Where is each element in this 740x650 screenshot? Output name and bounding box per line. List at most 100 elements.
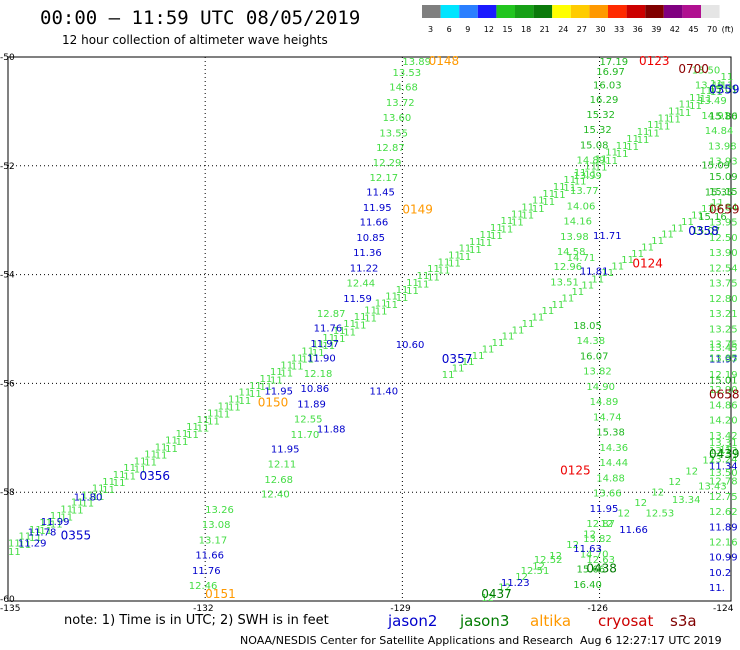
- track-value: 11: [500, 224, 513, 235]
- wave-height-value: 11.80: [74, 492, 103, 503]
- track-value: 12: [685, 466, 698, 477]
- wave-height-value: 11.22: [350, 263, 379, 274]
- wave-height-value: 15.09: [709, 172, 738, 183]
- colorbar-label: 9: [465, 25, 470, 34]
- track-value: 11: [92, 492, 105, 503]
- track-value: 12: [719, 445, 732, 456]
- wave-height-value: 17.19: [600, 57, 629, 68]
- wave-height-value: 14.88: [596, 473, 625, 484]
- wave-height-value: 11.71: [593, 231, 622, 242]
- wave-height-value: 11.: [709, 583, 725, 594]
- track-value: 11: [561, 293, 574, 304]
- track-value: 11: [502, 332, 515, 343]
- wave-height-value: 14.68: [389, 83, 418, 94]
- track-value: 11: [641, 242, 654, 253]
- track-value: 11: [626, 134, 639, 145]
- track-value: 11: [165, 444, 178, 455]
- wave-height-value: 12.16: [709, 538, 738, 549]
- legend-item: jason3: [459, 612, 509, 630]
- track-value: 11: [207, 416, 220, 427]
- wave-height-value: 12.75: [709, 492, 738, 503]
- colorbar-swatch: [701, 5, 720, 18]
- track-value: 11: [259, 382, 272, 393]
- track-value: 11: [438, 257, 451, 268]
- track-value: 11: [81, 491, 94, 502]
- track-value: 11: [701, 204, 714, 215]
- track-value: 11: [280, 368, 293, 379]
- track-value: 11: [396, 293, 409, 304]
- track-value: 11: [39, 518, 52, 529]
- wave-height-value: 10.99: [709, 553, 738, 564]
- track-value: 11: [259, 374, 272, 385]
- wave-height-value: 11.95: [264, 386, 293, 397]
- wave-height-value: 14.36: [600, 443, 629, 454]
- wave-height-value: 13.85: [709, 354, 738, 365]
- track-value: 11: [542, 306, 555, 317]
- track-value: 11: [228, 395, 241, 406]
- track-value: 11: [689, 93, 702, 104]
- track-value: 11: [700, 86, 713, 97]
- track-value: 11: [605, 156, 618, 167]
- colorbar-swatch: [663, 5, 683, 18]
- wave-height-value: 13.49: [698, 96, 727, 107]
- wave-height-value: 13.43: [698, 481, 727, 492]
- track-value: 11: [406, 286, 419, 297]
- wave-height-value: 14.74: [593, 412, 622, 423]
- track-value: 11: [469, 237, 482, 248]
- track-value: 11: [176, 429, 189, 440]
- legend-item: cryosat: [598, 612, 653, 630]
- track-value: 11: [611, 262, 624, 273]
- track-value: 11: [511, 218, 524, 229]
- track-value: 11: [452, 364, 465, 375]
- colorbar-swatch: [626, 5, 646, 18]
- track-value: 11: [375, 307, 388, 318]
- track-value: 11: [448, 251, 461, 262]
- pass-time-label: 0658: [709, 387, 740, 401]
- wave-height-value: 15.01: [709, 84, 738, 95]
- track-value: 11: [186, 422, 199, 433]
- wave-height-value: 11.36: [353, 248, 382, 259]
- wave-height-value: 13.77: [570, 186, 599, 197]
- wave-height-value: 11.29: [18, 539, 47, 550]
- y-tick-label: -52: [0, 162, 15, 172]
- colorbar-label: 6: [447, 25, 452, 34]
- track-value: 11: [490, 223, 503, 234]
- track-value: 11: [601, 268, 614, 279]
- track-value: 11: [521, 211, 534, 222]
- wave-height-value: 15.09: [701, 161, 730, 172]
- track-value: 12: [651, 487, 664, 498]
- track-value: 11: [81, 499, 94, 510]
- track-value: 11: [333, 334, 346, 345]
- track-value: 11: [574, 176, 587, 187]
- legend-item: s3a: [670, 612, 697, 630]
- track-value: 11: [291, 362, 304, 373]
- track-value: 11: [39, 526, 52, 537]
- track-value: 11: [542, 189, 555, 200]
- wave-height-value: 12.87: [376, 143, 405, 154]
- track-value: 11: [354, 312, 367, 323]
- wave-height-value: 13.90: [709, 248, 738, 259]
- track-value: 11: [92, 484, 105, 495]
- track-value: 12: [532, 561, 545, 572]
- track-value: 11: [605, 148, 618, 159]
- track-value: 11: [60, 504, 73, 515]
- colorbar-swatch: [459, 5, 478, 18]
- wave-height-value: 14.86: [709, 400, 738, 411]
- wave-height-value: 13.84: [709, 202, 738, 213]
- track-value: 11: [427, 272, 440, 283]
- track-value: 11: [553, 182, 566, 193]
- track-value: 11: [155, 443, 168, 454]
- colorbar-swatch: [682, 5, 701, 18]
- wave-height-value: 12.55: [294, 415, 323, 426]
- track-value: 11: [679, 100, 692, 111]
- wave-height-value: 12.51: [521, 566, 550, 577]
- track-value: 11: [658, 121, 671, 132]
- track-value: 11: [522, 319, 535, 330]
- chart-title: 00:00 – 11:59 UTC 08/05/2019: [40, 7, 360, 29]
- wave-height-value: 13.98: [708, 141, 737, 152]
- track-value: 11: [322, 341, 335, 352]
- wave-height-value: 11.78: [28, 528, 57, 539]
- y-tick-label: -50: [0, 53, 15, 63]
